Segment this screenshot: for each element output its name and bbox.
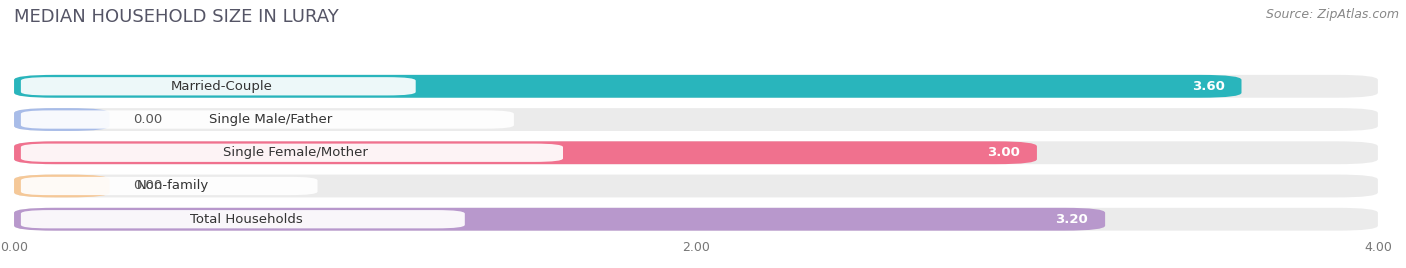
FancyBboxPatch shape — [21, 177, 318, 195]
FancyBboxPatch shape — [14, 75, 1241, 98]
FancyBboxPatch shape — [14, 108, 1378, 131]
FancyBboxPatch shape — [14, 108, 110, 131]
FancyBboxPatch shape — [14, 208, 1378, 231]
FancyBboxPatch shape — [21, 210, 465, 228]
Text: Single Female/Mother: Single Female/Mother — [224, 146, 368, 159]
FancyBboxPatch shape — [14, 208, 1105, 231]
Text: Source: ZipAtlas.com: Source: ZipAtlas.com — [1265, 8, 1399, 21]
FancyBboxPatch shape — [21, 77, 416, 95]
FancyBboxPatch shape — [14, 141, 1378, 164]
Text: Single Male/Father: Single Male/Father — [209, 113, 332, 126]
Text: 3.60: 3.60 — [1191, 80, 1225, 93]
Text: 3.00: 3.00 — [987, 146, 1019, 159]
Text: Married-Couple: Married-Couple — [170, 80, 273, 93]
FancyBboxPatch shape — [14, 141, 1038, 164]
Text: 0.00: 0.00 — [134, 180, 163, 192]
FancyBboxPatch shape — [14, 174, 1378, 198]
Text: Total Households: Total Households — [190, 213, 302, 226]
FancyBboxPatch shape — [14, 75, 1378, 98]
FancyBboxPatch shape — [14, 174, 110, 198]
FancyBboxPatch shape — [21, 144, 562, 162]
Text: 0.00: 0.00 — [134, 113, 163, 126]
Text: MEDIAN HOUSEHOLD SIZE IN LURAY: MEDIAN HOUSEHOLD SIZE IN LURAY — [14, 8, 339, 26]
Text: Non-family: Non-family — [136, 180, 208, 192]
Text: 3.20: 3.20 — [1056, 213, 1088, 226]
FancyBboxPatch shape — [21, 110, 515, 129]
